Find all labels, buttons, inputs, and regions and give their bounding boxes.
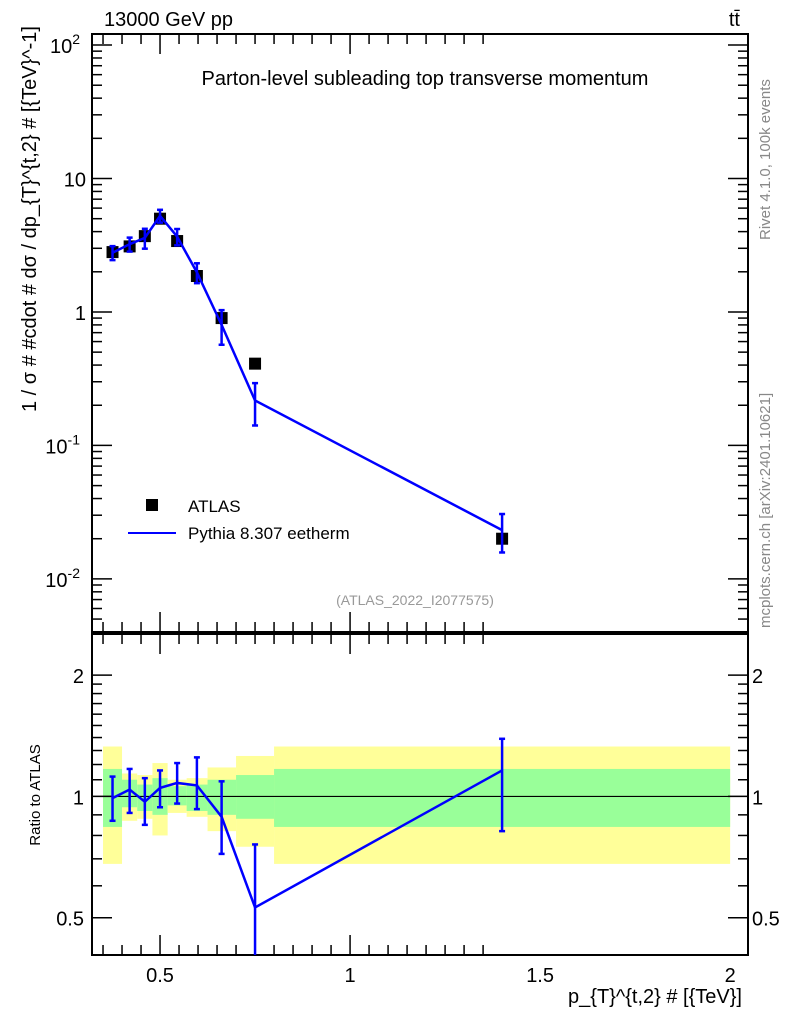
x-tick-label: 1.5 bbox=[526, 965, 554, 987]
analysis-id-label: (ATLAS_2022_I2077575) bbox=[336, 592, 494, 608]
pythia-line bbox=[111, 213, 503, 532]
ratio-y-tick-label-right: 0.5 bbox=[752, 909, 780, 931]
energy-label: 13000 GeV pp bbox=[104, 9, 233, 31]
ratio-panel-frame bbox=[91, 633, 749, 956]
ratio-y-axis-label: Ratio to ATLAS bbox=[27, 744, 44, 845]
ratio-y-tick-label-right: 1 bbox=[752, 787, 763, 809]
process-label: tt̄ bbox=[729, 9, 741, 31]
plot-title: Parton-level subleading top transverse m… bbox=[202, 68, 649, 90]
x-axis-label: p_{T}^{t,2} # [{TeV}] bbox=[568, 986, 742, 1008]
ratio-y-tick-label: 2 bbox=[73, 666, 84, 688]
x-tick-label: 1 bbox=[345, 965, 356, 987]
ratio-y-tick-label: 0.5 bbox=[56, 909, 84, 931]
ratio-y-tick-label-right: 2 bbox=[752, 666, 763, 688]
y-tick-label: 1 bbox=[75, 303, 86, 325]
atlas-data-point bbox=[249, 357, 262, 370]
legend-atlas-label: ATLAS bbox=[188, 497, 241, 516]
y-tick-label: 10 bbox=[64, 170, 86, 192]
ratio-y-tick-label: 1 bbox=[73, 787, 84, 809]
legend-atlas-marker bbox=[146, 499, 158, 511]
y-axis-label: 1 / σ # #cdot # dσ / dp_{T}^{t,2} # [{Te… bbox=[19, 26, 41, 412]
rivet-version-label: Rivet 4.1.0, 100k events bbox=[757, 79, 774, 240]
y-tick-label: 10-1 bbox=[45, 431, 80, 458]
x-tick-label: 0.5 bbox=[146, 965, 174, 987]
x-tick-label: 2 bbox=[725, 965, 736, 987]
source-label: mcplots.cern.ch [arXiv:2401.10621] bbox=[757, 393, 774, 628]
legend-pythia-label: Pythia 8.307 eetherm bbox=[188, 524, 350, 543]
y-tick-label: 102 bbox=[50, 31, 80, 58]
y-tick-label: 10-2 bbox=[45, 565, 80, 592]
